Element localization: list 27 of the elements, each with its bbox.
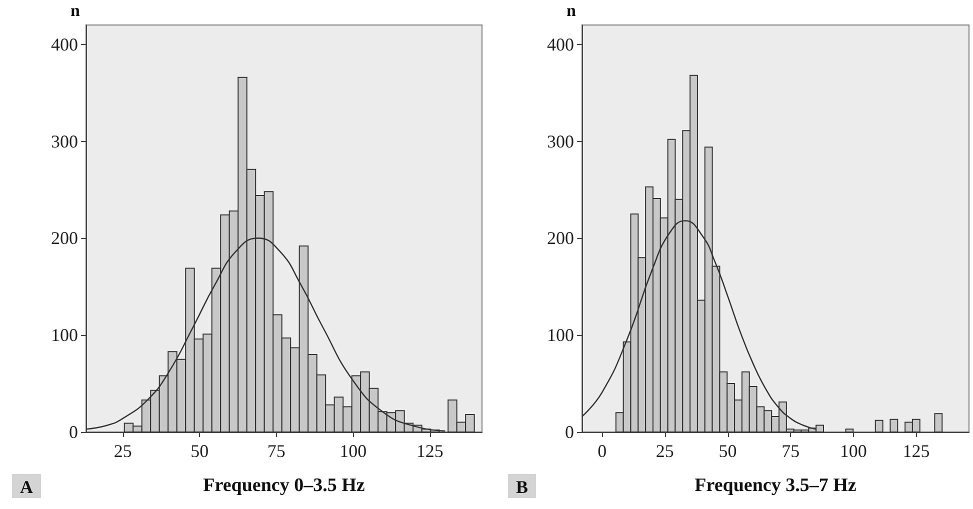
y-tick-label: 200 bbox=[547, 228, 574, 248]
y-tick-label: 400 bbox=[547, 34, 574, 54]
y-tick-label: 300 bbox=[51, 131, 78, 152]
x-tick-label: 50 bbox=[718, 441, 737, 461]
x-tick-label: 125 bbox=[902, 441, 930, 461]
x-tick-label: 0 bbox=[598, 441, 607, 461]
text: A bbox=[20, 477, 33, 497]
y-tick-label: 100 bbox=[547, 325, 574, 346]
y-tick-label: 100 bbox=[51, 325, 78, 346]
x-axis-title: Frequency 0–3.5 Hz bbox=[203, 475, 366, 496]
text: B bbox=[516, 477, 528, 497]
y-axis-title: n bbox=[70, 1, 81, 20]
y-axis-title: n bbox=[566, 1, 577, 20]
x-axis-title: Frequency 3.5–7 Hz bbox=[694, 475, 857, 496]
x-tick-label: 100 bbox=[840, 441, 867, 461]
x-tick-label: 100 bbox=[340, 441, 367, 461]
y-tick-label: 0 bbox=[565, 422, 574, 442]
y-tick-label: 200 bbox=[51, 228, 78, 248]
y-tick-label: 400 bbox=[51, 34, 78, 54]
x-tick-label: 75 bbox=[267, 441, 286, 461]
y-tick-label: 300 bbox=[547, 131, 574, 152]
x-tick-label: 25 bbox=[114, 441, 132, 461]
x-tick-label: 25 bbox=[656, 441, 674, 461]
y-tick-label: 0 bbox=[69, 422, 78, 442]
x-tick-label: 50 bbox=[190, 441, 209, 461]
x-tick-label: 125 bbox=[416, 441, 444, 461]
x-tick-label: 75 bbox=[782, 441, 800, 461]
